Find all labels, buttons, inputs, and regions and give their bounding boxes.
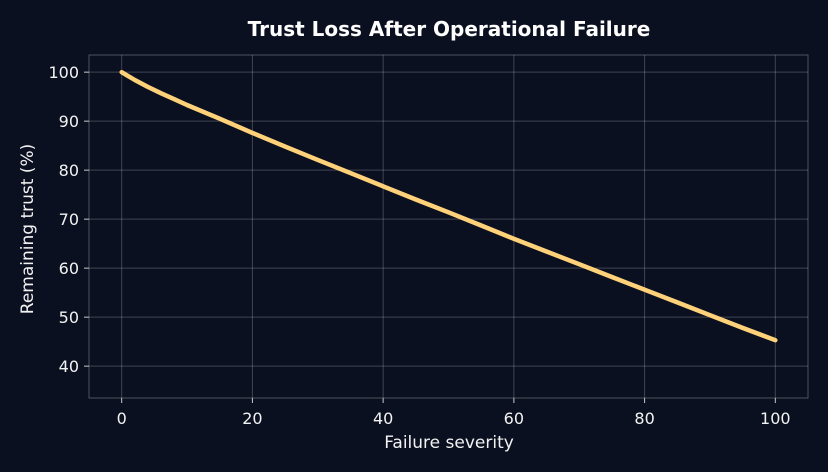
y-tick-label: 40: [59, 357, 79, 376]
grid-lines: [89, 55, 808, 398]
y-tick-label: 80: [59, 161, 79, 180]
y-tick-label: 90: [59, 112, 79, 131]
y-axis-label: Remaining trust (%): [18, 144, 38, 314]
x-tick-label: 40: [373, 409, 393, 428]
y-tick-label: 50: [59, 308, 79, 327]
x-tick-label: 0: [117, 409, 127, 428]
plot-frame: [88, 54, 809, 399]
x-tick-label: 20: [242, 409, 262, 428]
x-tick-label: 80: [634, 409, 654, 428]
series-layer: [119, 69, 778, 343]
x-axis-ticks: 0 20 40 60 80 100: [117, 398, 791, 428]
x-tick-label: 100: [760, 409, 791, 428]
y-axis-ticks: 40 50 60 70 80 90 100: [48, 63, 89, 376]
chart-title: Trust Loss After Operational Failure: [248, 17, 651, 41]
series-line: [119, 69, 778, 343]
x-tick-label: 60: [504, 409, 524, 428]
y-tick-label: 70: [59, 210, 79, 229]
y-tick-label: 100: [48, 63, 79, 82]
x-axis-label: Failure severity: [384, 433, 514, 453]
y-tick-label: 60: [59, 259, 79, 278]
